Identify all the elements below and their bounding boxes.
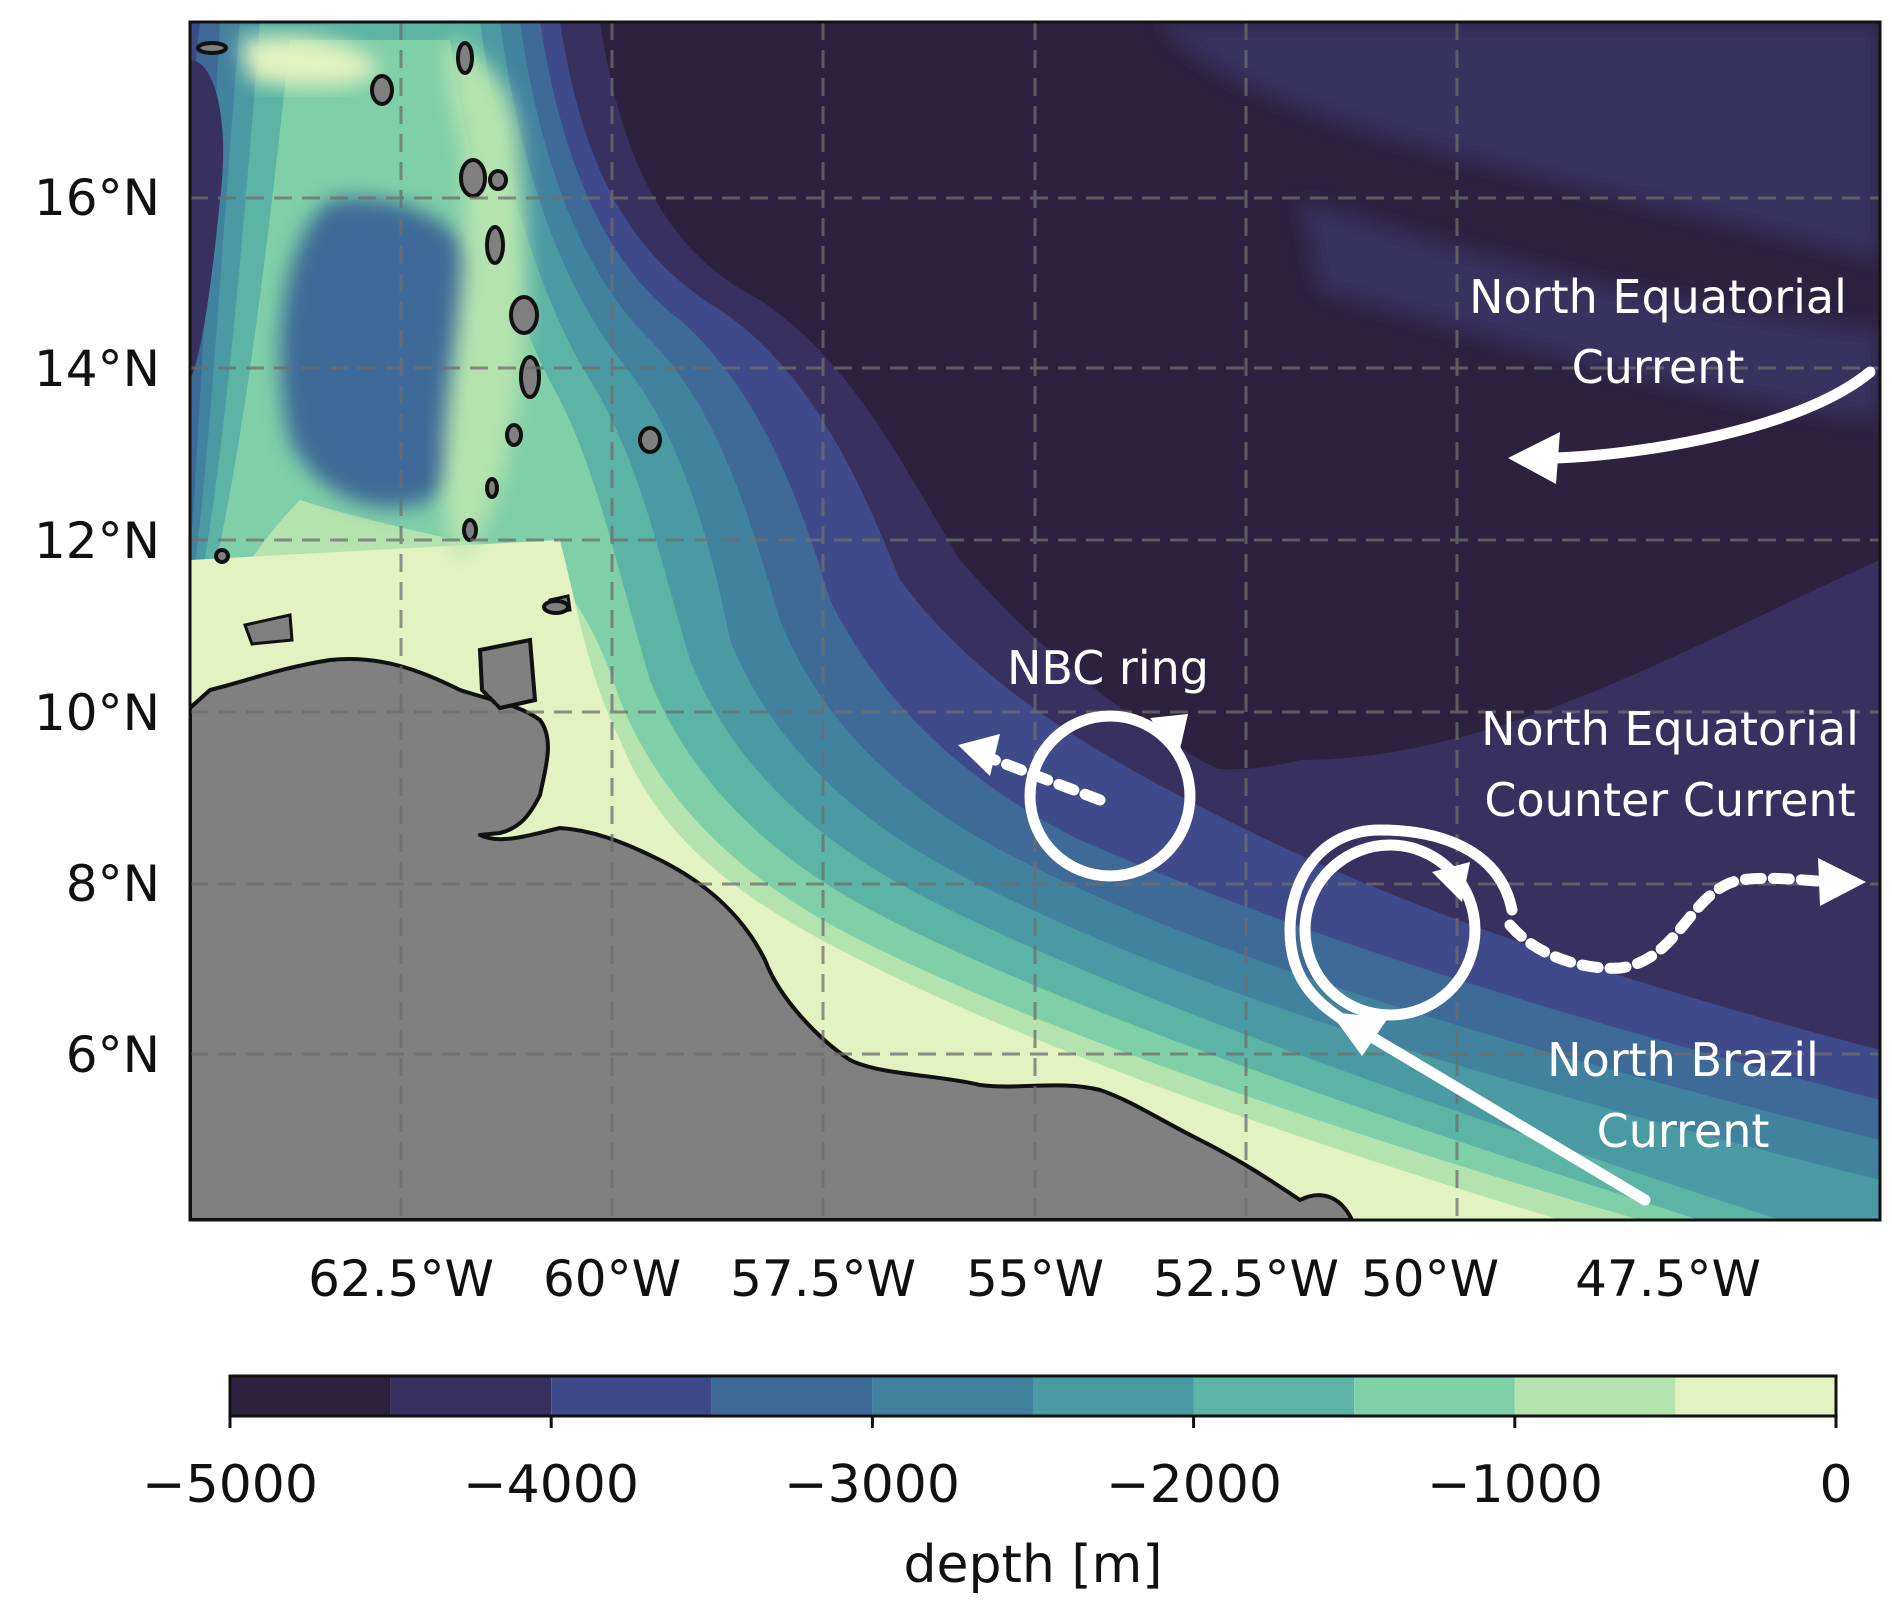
lat-tick-10: 10°N: [34, 684, 160, 742]
cb-tick-minus4000: −4000: [463, 1455, 639, 1515]
nec-arrow: [1549, 366, 1876, 464]
label-necc-line1: North Equatorial: [1481, 702, 1859, 756]
lat-tick-12: 12°N: [34, 512, 160, 570]
antilles-islands: [196, 41, 662, 615]
label-nec-line2: Current: [1572, 340, 1745, 394]
lon-tick-55: 55°W: [966, 1250, 1104, 1308]
lat-tick-6: 6°N: [66, 1026, 160, 1084]
cb-tick-0: 0: [1819, 1455, 1852, 1515]
colorbar-swatch: [1514, 1376, 1676, 1416]
colorbar-tick-marks: [228, 1416, 1838, 1428]
colorbar-frame: [228, 1374, 1838, 1418]
necc-dotted-path: [1504, 872, 1836, 974]
nbc-ring-dotted-path: [989, 754, 1106, 806]
colorbar-label: depth [m]: [903, 1535, 1162, 1595]
nec-arrowhead: [1508, 432, 1560, 484]
colorbar: −5000 −4000 −3000 −2000 −1000 0 depth [m…: [142, 1374, 1853, 1595]
lat-tick-8: 8°N: [66, 855, 160, 913]
land-trinidad: [477, 637, 538, 711]
bathymetry-map: North Equatorial Current NBC ring North …: [190, 22, 1880, 1220]
colorbar-swatches: [230, 1376, 1836, 1416]
label-nbc-ring: NBC ring: [1007, 641, 1209, 695]
nbc-arrowhead: [1330, 1012, 1388, 1056]
colorbar-swatch: [551, 1376, 712, 1416]
colorbar-swatch: [1354, 1376, 1515, 1416]
label-nbc-line1: North Brazil: [1547, 1033, 1819, 1087]
cb-tick-minus2000: −2000: [1106, 1455, 1282, 1515]
cb-tick-minus5000: −5000: [142, 1455, 318, 1515]
gridlines: [190, 22, 1880, 1220]
colorbar-swatch: [711, 1376, 873, 1416]
label-necc-line2: Counter Current: [1484, 773, 1855, 827]
land-south-america: [190, 657, 1354, 1220]
map-frame: [188, 20, 1882, 1222]
necc-arrowhead: [1818, 858, 1866, 906]
lon-tick-62-5: 62.5°W: [308, 1250, 494, 1308]
colorbar-swatch: [1033, 1376, 1194, 1416]
lon-tick-47-5: 47.5°W: [1575, 1250, 1761, 1308]
colorbar-swatch: [230, 1376, 391, 1416]
lon-tick-52-5: 52.5°W: [1153, 1250, 1339, 1308]
retroflection-outer-loop: [1284, 824, 1518, 1031]
ring-dotted-arrowhead: [958, 734, 1000, 776]
cb-tick-minus1000: −1000: [1427, 1455, 1603, 1515]
label-nec-line1: North Equatorial: [1469, 270, 1847, 324]
colorbar-tick-labels: −5000 −4000 −3000 −2000 −1000 0: [142, 1455, 1853, 1515]
colorbar-swatch: [872, 1376, 1033, 1416]
colorbar-swatch: [1193, 1376, 1355, 1416]
cb-tick-minus3000: −3000: [784, 1455, 960, 1515]
arrowheads: [958, 432, 1866, 1056]
nbc-arrow: [1354, 1024, 1651, 1206]
retroflection-inner-loop: [1299, 839, 1481, 1021]
lat-tick-14: 14°N: [34, 340, 160, 398]
nbc-ring-circle: [1024, 710, 1196, 882]
eastern-band: [1160, 22, 1880, 260]
retro-arrowhead: [1432, 862, 1470, 902]
lat-tick-labels: 16°N 14°N 12°N 10°N 8°N 6°N: [34, 169, 160, 1084]
current-arrows: [989, 366, 1876, 1206]
colorbar-swatch: [390, 1376, 552, 1416]
label-nbc-line2: Current: [1597, 1104, 1770, 1158]
ring-arrowhead: [1150, 714, 1188, 758]
lon-tick-labels: 62.5°W 60°W 57.5°W 55°W 52.5°W 50°W 47.5…: [308, 1250, 1761, 1308]
lon-tick-57-5: 57.5°W: [730, 1250, 916, 1308]
lon-tick-60: 60°W: [543, 1250, 681, 1308]
colorbar-swatch: [1675, 1376, 1836, 1416]
lat-tick-16: 16°N: [34, 169, 160, 227]
lon-tick-50: 50°W: [1361, 1250, 1499, 1308]
